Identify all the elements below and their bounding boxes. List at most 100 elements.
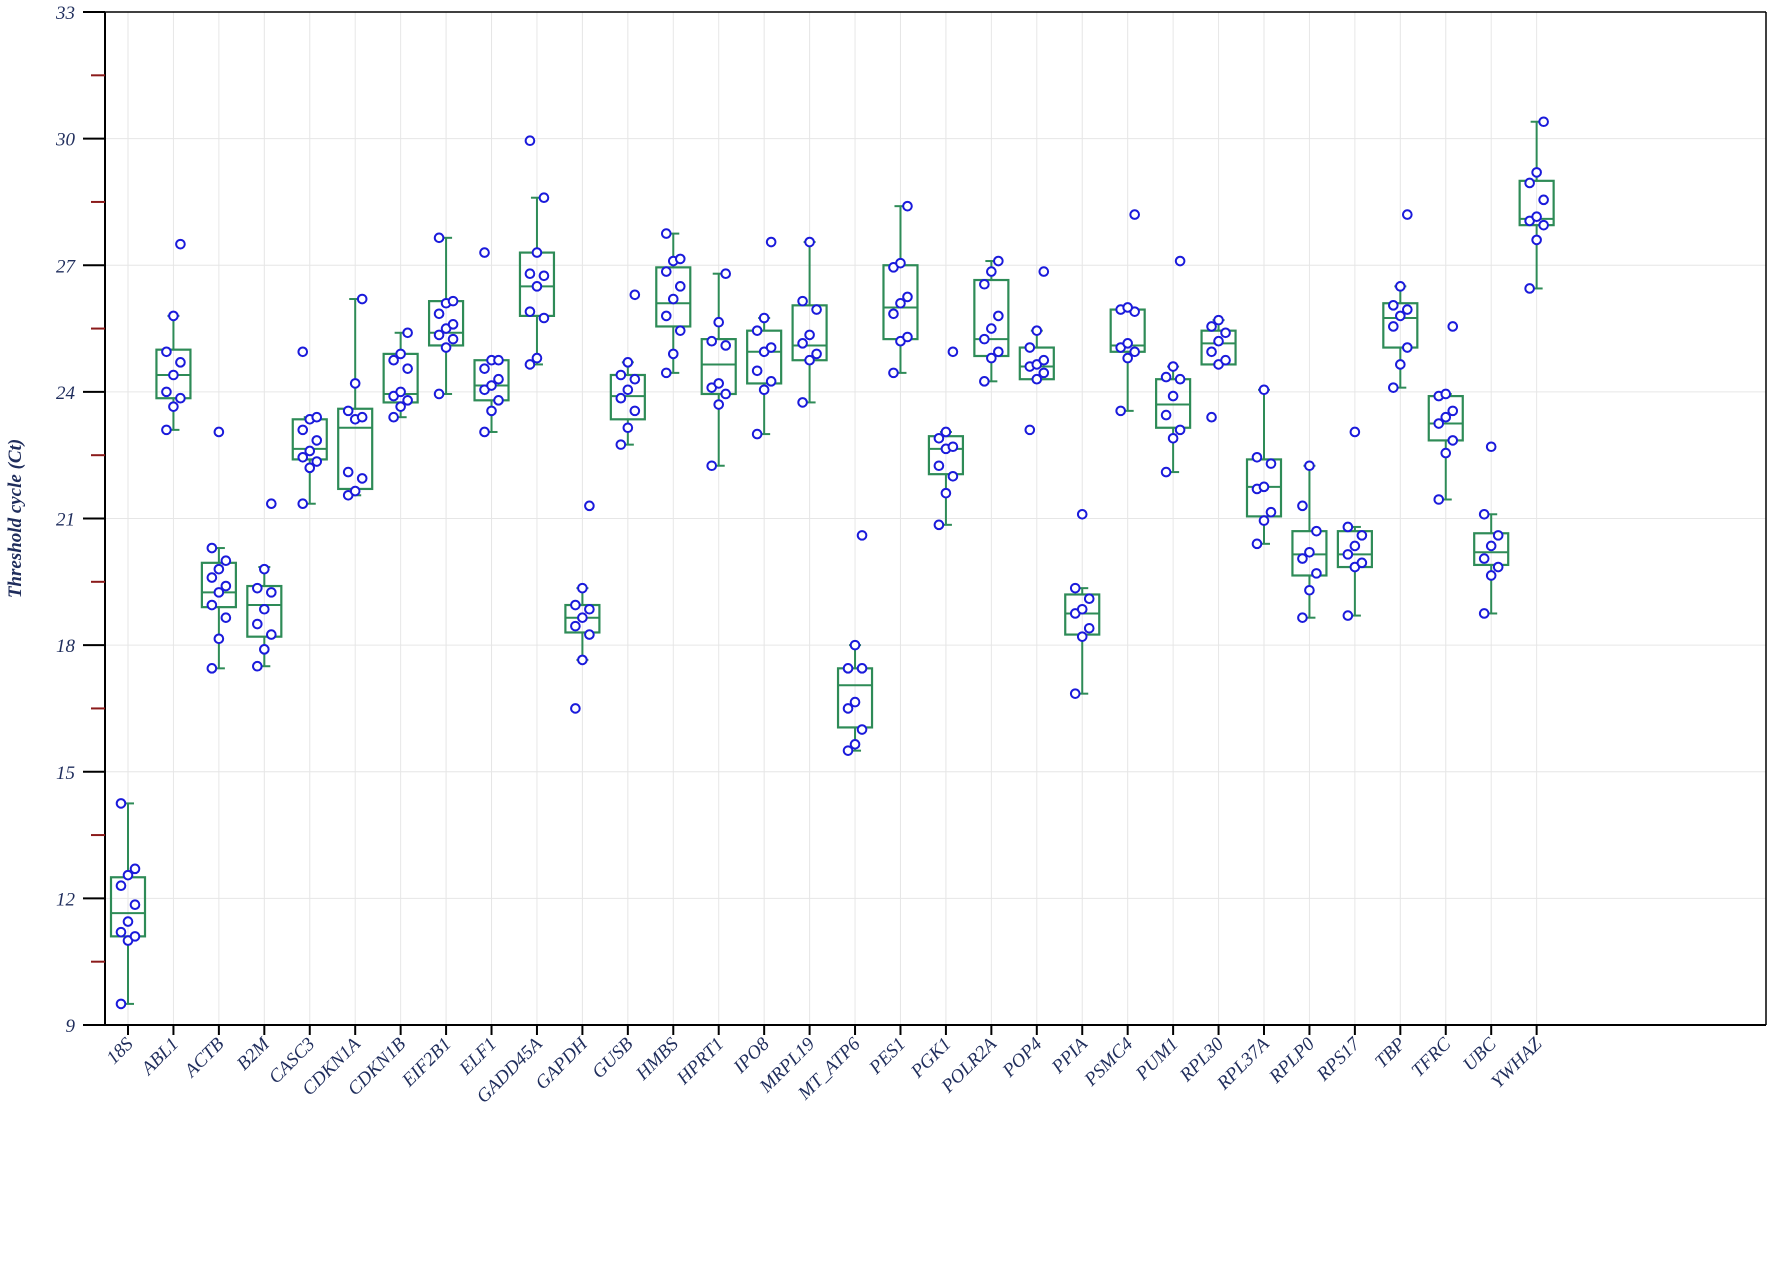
data-point: [479, 363, 490, 374]
y-tick-label: 24: [56, 383, 76, 404]
data-point: [1297, 612, 1308, 623]
data-point: [615, 392, 627, 404]
data-point: [531, 247, 543, 258]
points-hmbs: [660, 228, 686, 379]
data-point: [1433, 418, 1445, 429]
data-point: [660, 367, 672, 379]
box-iqr: [1291, 530, 1328, 577]
data-point: [993, 310, 1004, 322]
data-point: [1297, 553, 1308, 564]
points-psmc4: [1115, 209, 1140, 417]
data-point: [570, 703, 581, 714]
data-point: [856, 724, 868, 735]
data-point: [1122, 302, 1133, 313]
data-point: [1160, 466, 1172, 478]
data-point: [713, 399, 725, 410]
data-point: [175, 392, 186, 404]
data-point: [1031, 373, 1043, 385]
x-tick-label: PES1: [865, 1034, 910, 1079]
data-point: [1174, 373, 1186, 385]
data-point: [660, 228, 672, 239]
data-point: [947, 470, 959, 482]
points-mt-atp6: [842, 530, 868, 756]
data-point: [1258, 515, 1270, 526]
data-point: [765, 236, 777, 248]
x-tick-label: PSMC4: [1080, 1033, 1138, 1091]
box-iqr: [155, 348, 192, 400]
data-point: [888, 367, 899, 379]
data-point: [758, 384, 770, 396]
data-point: [1440, 388, 1452, 400]
data-point: [402, 363, 413, 374]
data-point: [713, 378, 725, 389]
data-point: [947, 346, 959, 358]
data-point: [175, 357, 186, 368]
points-rps17: [1342, 426, 1368, 621]
data-point: [395, 386, 406, 398]
data-point: [213, 633, 225, 645]
data-point: [1038, 266, 1050, 277]
points-actb: [206, 426, 232, 674]
data-point: [1402, 342, 1413, 353]
data-point: [1524, 283, 1535, 294]
data-point: [447, 295, 459, 307]
point-group: [115, 116, 1549, 1010]
data-point: [122, 869, 134, 881]
data-point: [1160, 371, 1172, 383]
data-point: [433, 329, 445, 341]
data-point: [1024, 424, 1036, 436]
data-point: [1213, 335, 1224, 347]
data-point: [1524, 177, 1535, 189]
data-point: [356, 411, 368, 423]
data-point: [979, 278, 990, 290]
data-point: [447, 319, 459, 330]
data-point: [252, 582, 263, 594]
data-point: [1447, 321, 1459, 332]
points-hprt1: [706, 268, 732, 472]
data-point: [888, 308, 899, 320]
data-point: [933, 460, 945, 472]
data-point: [1265, 506, 1277, 518]
box-iqr: [609, 373, 646, 421]
data-point: [115, 998, 127, 1010]
data-point: [902, 200, 913, 212]
box-iqr: [655, 266, 692, 328]
data-point: [115, 880, 127, 892]
data-point: [1447, 405, 1459, 417]
x-tick-label: ABL1: [136, 1034, 183, 1081]
data-point: [440, 342, 452, 353]
data-point: [1531, 211, 1542, 223]
data-point: [388, 354, 399, 366]
points-pum1: [1160, 255, 1186, 478]
data-point: [902, 291, 913, 303]
y-tick-label: 12: [56, 889, 76, 910]
data-point: [584, 500, 595, 512]
data-point: [1395, 281, 1406, 292]
data-point: [486, 405, 497, 417]
points-abl1: [161, 238, 186, 436]
data-point: [1478, 508, 1490, 520]
data-point: [706, 335, 718, 347]
data-point: [570, 599, 581, 611]
data-point: [765, 376, 777, 387]
data-point: [1220, 354, 1231, 366]
data-point: [1083, 593, 1095, 604]
data-point: [252, 618, 263, 630]
data-point: [252, 660, 263, 672]
data-point: [933, 519, 945, 531]
axes: [83, 11, 1767, 1035]
x-tick-label: TBP: [1371, 1033, 1410, 1072]
data-point: [622, 422, 634, 434]
data-point: [1304, 584, 1315, 596]
data-point: [1440, 411, 1452, 423]
y-tick-label: 21: [56, 510, 75, 531]
box-iqr: [746, 329, 783, 385]
data-point: [538, 312, 550, 324]
data-point: [856, 530, 868, 541]
data-point: [804, 354, 815, 366]
data-point: [342, 466, 354, 478]
data-point: [220, 580, 232, 592]
x-tick-label: GAPDH: [532, 1033, 593, 1094]
x-tick-label: ACTB: [179, 1033, 228, 1082]
data-point: [129, 863, 141, 875]
